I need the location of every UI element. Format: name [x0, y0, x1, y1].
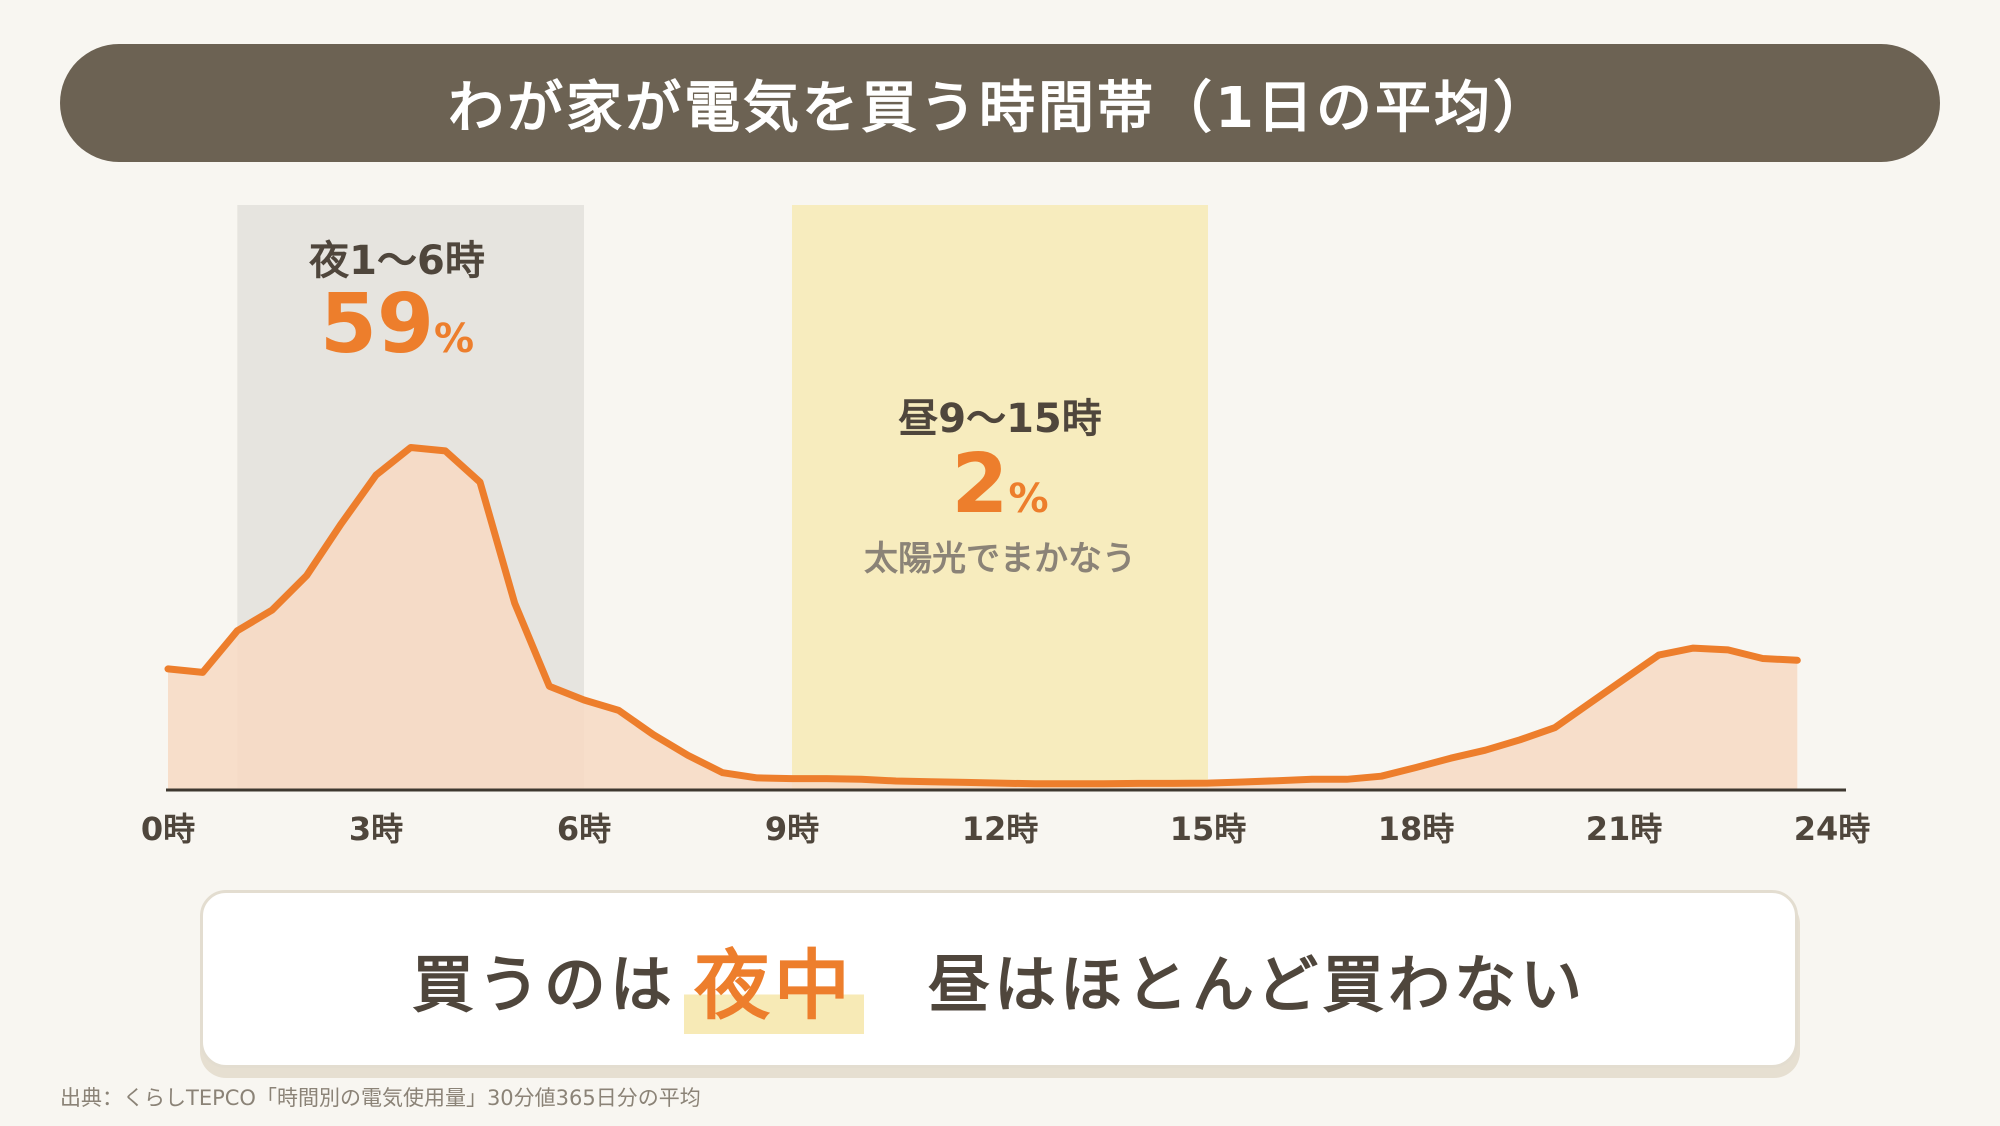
night-band-unit: % [434, 316, 474, 362]
day-band [792, 205, 1208, 790]
x-tick-label: 15時 [1170, 810, 1247, 848]
day-band-unit: % [1008, 476, 1048, 522]
x-tick-label: 3時 [349, 810, 403, 848]
source-note: 出典：くらしTEPCO「時間別の電気使用量」30分値365日分の平均 [60, 1086, 701, 1110]
title-bar: わが家が電気を買う時間帯（1日の平均） [60, 44, 1940, 162]
day-band-value: 2% [951, 437, 1048, 532]
summary-box: 買うのは 夜中 昼はほとんど買わない [200, 890, 1798, 1068]
usage-area [168, 447, 1798, 790]
usage-line [164, 444, 1801, 788]
summary-part1: 買うのは [411, 948, 676, 1021]
summary-part2: 昼はほとんど買わない [927, 948, 1587, 1021]
page-title: わが家が電気を買う時間帯（1日の平均） [448, 75, 1552, 141]
summary-highlight: 夜中 [683, 924, 864, 1034]
x-tick-label: 18時 [1378, 810, 1455, 848]
day-band-label: 昼9〜15時 [898, 396, 1102, 442]
day-band-note: 太陽光でまかなう [864, 539, 1136, 579]
x-tick-label: 6時 [557, 810, 611, 848]
x-tick-label: 9時 [765, 810, 819, 848]
x-tick-labels: 0時 3時 6時 9時 12時 15時 18時 21時 24時 [141, 810, 1870, 848]
x-tick-label: 24時 [1794, 810, 1871, 848]
x-tick-label: 0時 [141, 810, 195, 848]
day-band-number: 2 [951, 437, 1008, 532]
x-tick-label: 21時 [1586, 810, 1663, 848]
usage-chart: 0時 3時 6時 9時 12時 15時 18時 21時 24時 夜1〜6時 59% 昼9〜15時… [141, 205, 1870, 848]
x-tick-label: 12時 [962, 810, 1039, 848]
night-band-value: 59% [320, 277, 474, 372]
night-band-number: 59 [320, 277, 434, 372]
night-band-label: 夜1〜6時 [308, 238, 485, 284]
